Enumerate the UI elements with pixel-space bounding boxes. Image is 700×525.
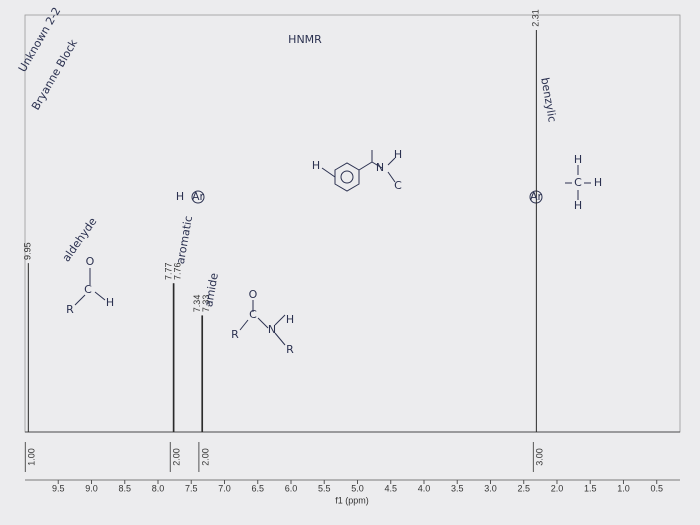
structure-atom: O (249, 288, 258, 301)
x-tick-label: 8.5 (118, 483, 131, 493)
structure-atom: C (249, 308, 257, 321)
x-tick-label: 3.5 (451, 483, 464, 493)
peak-label: 7.77 (164, 262, 174, 280)
x-axis-label: f1 (ppm) (335, 495, 369, 505)
x-tick-label: 9.0 (85, 483, 98, 493)
x-tick-label: 7.0 (218, 483, 231, 493)
x-tick-label: 4.5 (384, 483, 397, 493)
structure-atom: C (84, 283, 92, 296)
x-tick-label: 5.0 (351, 483, 364, 493)
structure-atom: C (574, 176, 582, 189)
peak-label: 7.34 (192, 295, 202, 313)
structure-atom: N (376, 161, 384, 174)
structure-atom: H (286, 313, 294, 326)
annotation: amide (202, 272, 221, 308)
structure-atom: H (394, 148, 402, 161)
x-tick-label: 2.0 (551, 483, 564, 493)
structure-atom: H (106, 296, 114, 309)
annotation: H (176, 190, 184, 203)
x-tick-label: 9.5 (52, 483, 65, 493)
structure-atom: C (394, 179, 402, 192)
x-tick-label: 2.5 (517, 483, 530, 493)
x-tick-label: 6.0 (285, 483, 298, 493)
structure-atom: R (286, 343, 294, 356)
chart-title: HNMR (288, 33, 322, 46)
structure-atom: N (268, 323, 276, 336)
x-tick-label: 1.5 (584, 483, 597, 493)
structure-atom: R (66, 303, 74, 316)
x-tick-label: 4.0 (418, 483, 431, 493)
peak-label: 7.76 (172, 262, 182, 280)
peak-label: 2.31 (531, 9, 541, 27)
integral-label: 1.00 (27, 448, 37, 466)
structure-atom: H (574, 199, 582, 212)
annotation: Ar (530, 190, 543, 203)
integral-label: 3.00 (535, 448, 545, 466)
structure-atom: H (312, 159, 320, 172)
x-tick-label: 3.0 (484, 483, 497, 493)
integral-label: 2.00 (172, 448, 182, 466)
structure-atom: H (594, 176, 602, 189)
structure-atom: R (231, 328, 239, 341)
x-tick-label: 8.0 (152, 483, 165, 493)
peak-label: 7.33 (201, 295, 211, 313)
x-tick-label: 7.5 (185, 483, 198, 493)
x-tick-label: 1.0 (617, 483, 630, 493)
x-tick-label: 6.5 (251, 483, 264, 493)
structure-atom: H (574, 153, 582, 166)
peak-label: 9.95 (23, 242, 33, 260)
integral-label: 2.00 (200, 448, 210, 466)
x-tick-label: 5.5 (318, 483, 331, 493)
x-tick-label: 0.5 (650, 483, 663, 493)
structure-atom: O (86, 255, 95, 268)
annotation: Ar (192, 190, 205, 203)
structure-sketches (74, 150, 591, 346)
